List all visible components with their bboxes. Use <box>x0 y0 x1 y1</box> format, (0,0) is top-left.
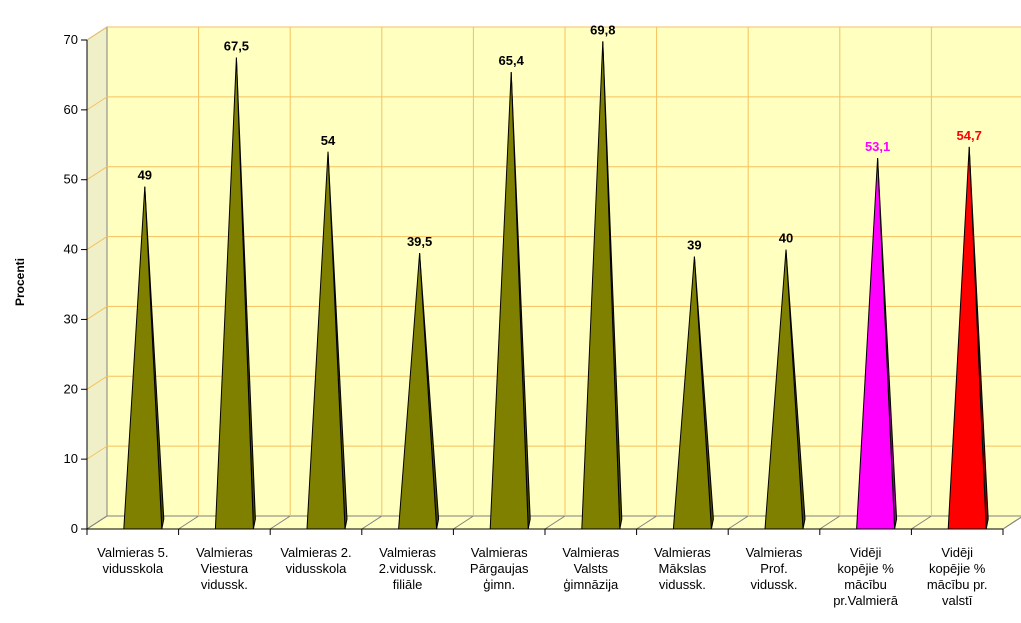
value-label: 54,7 <box>957 128 982 143</box>
floor-divider <box>911 515 932 530</box>
y-tick-label: 50 <box>64 172 78 187</box>
bar <box>947 146 989 530</box>
y-axis-title: Procenti <box>13 257 27 307</box>
value-label: 65,4 <box>499 53 525 68</box>
gridline-side <box>86 445 108 460</box>
bar <box>581 41 623 530</box>
gridline-side <box>86 375 108 390</box>
value-label: 69,8 <box>590 22 615 37</box>
floor-divider <box>178 515 199 530</box>
side-wall <box>86 26 108 530</box>
floor-divider <box>636 515 657 530</box>
floor-divider <box>361 515 383 530</box>
y-tick-label: 0 <box>71 521 78 536</box>
y-tick-label: 10 <box>64 451 78 466</box>
bar-front <box>214 57 254 530</box>
floor-divider <box>269 515 291 530</box>
bar-front <box>856 158 896 530</box>
value-label: 49 <box>138 168 152 183</box>
y-tick-label: 30 <box>64 311 78 326</box>
floor-divider <box>819 515 841 530</box>
y-tick-label: 40 <box>64 242 78 257</box>
gridline-side <box>86 96 108 111</box>
y-axis: 0 10 20 30 40 50 60 70 <box>64 32 1004 536</box>
bar <box>123 186 165 530</box>
y-tick-label: 20 <box>64 381 78 396</box>
gridline-side <box>86 26 108 41</box>
floor-divider <box>544 515 566 530</box>
value-label: 39 <box>687 238 701 253</box>
value-label: 39,5 <box>407 234 432 249</box>
gridline-side <box>86 306 108 320</box>
value-label: 40 <box>779 231 793 246</box>
bar-front <box>581 41 621 530</box>
bar <box>489 72 531 530</box>
y-tick-label: 60 <box>64 102 78 117</box>
value-label: 67,5 <box>224 38 249 53</box>
bar-front <box>123 186 163 530</box>
value-label: 54 <box>321 133 336 148</box>
y-tick-label: 70 <box>64 32 78 47</box>
bar <box>856 158 898 530</box>
bar-front <box>947 146 987 530</box>
bar <box>672 256 714 530</box>
floor-divider <box>1002 516 1021 530</box>
bar <box>398 253 440 530</box>
floor-divider <box>453 515 474 530</box>
bar-front <box>489 72 529 530</box>
gridline-side <box>86 166 108 181</box>
bar-front <box>398 253 438 530</box>
bar-series <box>123 41 989 530</box>
value-labels: 49 67,5 54 39,5 65,4 69,8 39 40 53,1 54,7 <box>138 22 982 252</box>
bar <box>764 249 806 530</box>
gridline-side <box>86 236 108 250</box>
floor-divider <box>86 515 108 530</box>
floor-divider <box>727 515 749 530</box>
bar-front <box>306 151 346 530</box>
bar-front <box>764 249 804 530</box>
bar-front <box>672 256 712 530</box>
value-label: 53,1 <box>865 139 890 154</box>
bar <box>214 57 256 530</box>
bar <box>306 151 348 530</box>
